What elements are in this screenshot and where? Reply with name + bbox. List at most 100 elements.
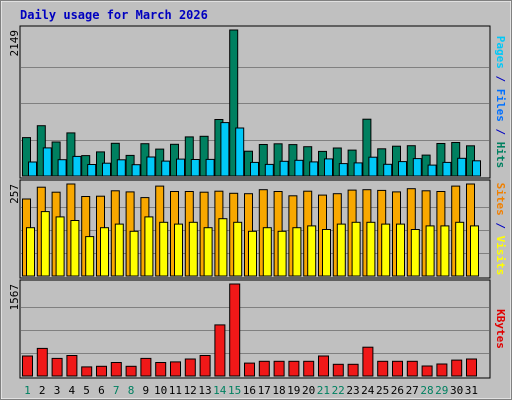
day-label-17: 17	[258, 384, 271, 397]
bar-hits-day-12	[184, 136, 194, 177]
legend-part-visits-2: Visits	[494, 236, 507, 276]
bar-sites-day-10	[159, 221, 169, 277]
legend-kbytes: KBytes	[494, 309, 507, 349]
bar-kbytes-day-6	[96, 365, 107, 377]
bar-sites-day-5	[85, 236, 95, 277]
bar-hits-day-1	[22, 137, 31, 177]
bar-pages-day-29	[442, 161, 452, 177]
bar-hits-day-4	[66, 132, 76, 177]
chart-title: Daily usage for March 2026	[20, 8, 208, 22]
day-label-21: 21	[317, 384, 330, 397]
plot-area-hits	[19, 25, 491, 179]
bar-kbytes-day-20	[303, 360, 315, 377]
bar-pages-day-15	[235, 127, 245, 177]
bar-kbytes-day-1	[22, 355, 33, 377]
bar-sites-day-18	[277, 230, 287, 277]
bar-sites-day-24	[366, 221, 376, 277]
bar-pages-day-25	[383, 163, 393, 177]
bar-sites-day-8	[129, 230, 139, 277]
bar-kbytes-day-5	[81, 366, 93, 377]
max-label-visits: 257	[8, 184, 21, 204]
day-label-25: 25	[376, 384, 389, 397]
panel-kbytes: 1567 KBytes	[8, 279, 507, 379]
day-label-23: 23	[346, 384, 359, 397]
bar-pages-day-8	[131, 164, 141, 177]
day-label-27: 27	[406, 384, 419, 397]
bar-pages-day-11	[176, 158, 185, 177]
bar-sites-day-27	[410, 229, 420, 277]
day-label-8: 8	[128, 384, 135, 397]
bar-sites-day-11	[174, 223, 183, 277]
bar-sites-day-13	[203, 227, 213, 277]
bar-hits-day-26	[392, 145, 401, 177]
bar-pages-day-13	[205, 158, 215, 177]
bar-pages-day-20	[309, 161, 319, 177]
bar-kbytes-day-10	[155, 362, 167, 377]
bar-pages-day-3	[57, 159, 67, 177]
bar-pages-day-6	[102, 162, 111, 177]
bar-kbytes-day-25	[377, 360, 389, 377]
bar-pages-day-16	[250, 161, 259, 177]
day-label-30: 30	[450, 384, 463, 397]
legend-part-hits-3: /	[494, 122, 507, 142]
bar-pages-day-19	[294, 159, 304, 177]
day-label-3: 3	[54, 384, 61, 397]
legend-part-hits-4: Hits	[494, 142, 507, 169]
bar-kbytes-day-24	[362, 346, 374, 377]
plot-area-kbytes	[19, 279, 491, 379]
day-label-18: 18	[272, 384, 285, 397]
bar-pages-day-21	[324, 158, 333, 177]
max-label-kbytes: 1567	[8, 284, 21, 311]
bar-hits-day-29	[436, 143, 446, 177]
bar-sites-day-22	[336, 223, 346, 277]
bar-pages-day-28	[427, 164, 437, 177]
bar-pages-day-27	[412, 158, 422, 177]
bar-kbytes-day-28	[421, 365, 433, 377]
bar-kbytes-day-21	[318, 355, 329, 377]
bar-pages-day-4	[72, 155, 82, 177]
bar-kbytes-day-19	[288, 360, 300, 377]
bar-sites-day-31	[470, 225, 479, 277]
bar-hits-day-3	[51, 141, 61, 177]
bar-kbytes-day-8	[125, 365, 137, 377]
bar-kbytes-day-16	[244, 362, 255, 377]
bar-kbytes-day-9	[140, 357, 152, 377]
bar-pages-day-23	[353, 162, 363, 177]
bar-kbytes-day-27	[406, 360, 418, 377]
legend-part-hits-1: /	[494, 69, 507, 89]
bar-kbytes-day-22	[332, 363, 344, 377]
bar-kbytes-day-18	[273, 360, 285, 377]
bar-sites-day-23	[351, 221, 361, 277]
bar-sites-day-29	[440, 225, 450, 277]
bar-sites-day-4	[70, 220, 80, 277]
day-label-2: 2	[39, 384, 46, 397]
day-label-9: 9	[142, 384, 149, 397]
bar-sites-day-21	[322, 229, 331, 277]
day-label-16: 16	[243, 384, 256, 397]
day-label-24: 24	[361, 384, 375, 397]
bar-sites-day-26	[396, 223, 405, 277]
bar-sites-day-14	[218, 218, 228, 277]
bar-sites-day-19	[292, 227, 302, 277]
day-label-4: 4	[68, 384, 75, 397]
bar-kbytes-day-7	[110, 362, 122, 377]
bar-kbytes-day-23	[347, 363, 359, 377]
bar-kbytes-day-3	[51, 357, 63, 377]
day-label-5: 5	[83, 384, 90, 397]
legend-visits: Sites / Visits	[494, 183, 507, 276]
day-label-20: 20	[302, 384, 315, 397]
legend-part-visits-1: /	[494, 216, 507, 236]
day-label-22: 22	[332, 384, 345, 397]
bar-sites-day-15	[233, 221, 243, 277]
bar-hits-day-13	[199, 135, 209, 177]
bar-hits-day-25	[377, 148, 387, 177]
bar-sites-day-3	[55, 216, 65, 277]
bar-pages-day-31	[472, 160, 481, 177]
bar-pages-day-24	[368, 156, 378, 177]
bar-kbytes-day-26	[392, 360, 403, 377]
day-label-28: 28	[420, 384, 433, 397]
bar-kbytes-day-31	[466, 358, 477, 377]
bar-sites-day-20	[307, 225, 317, 277]
max-label-hits: 2149	[8, 30, 21, 57]
day-label-7: 7	[113, 384, 120, 397]
